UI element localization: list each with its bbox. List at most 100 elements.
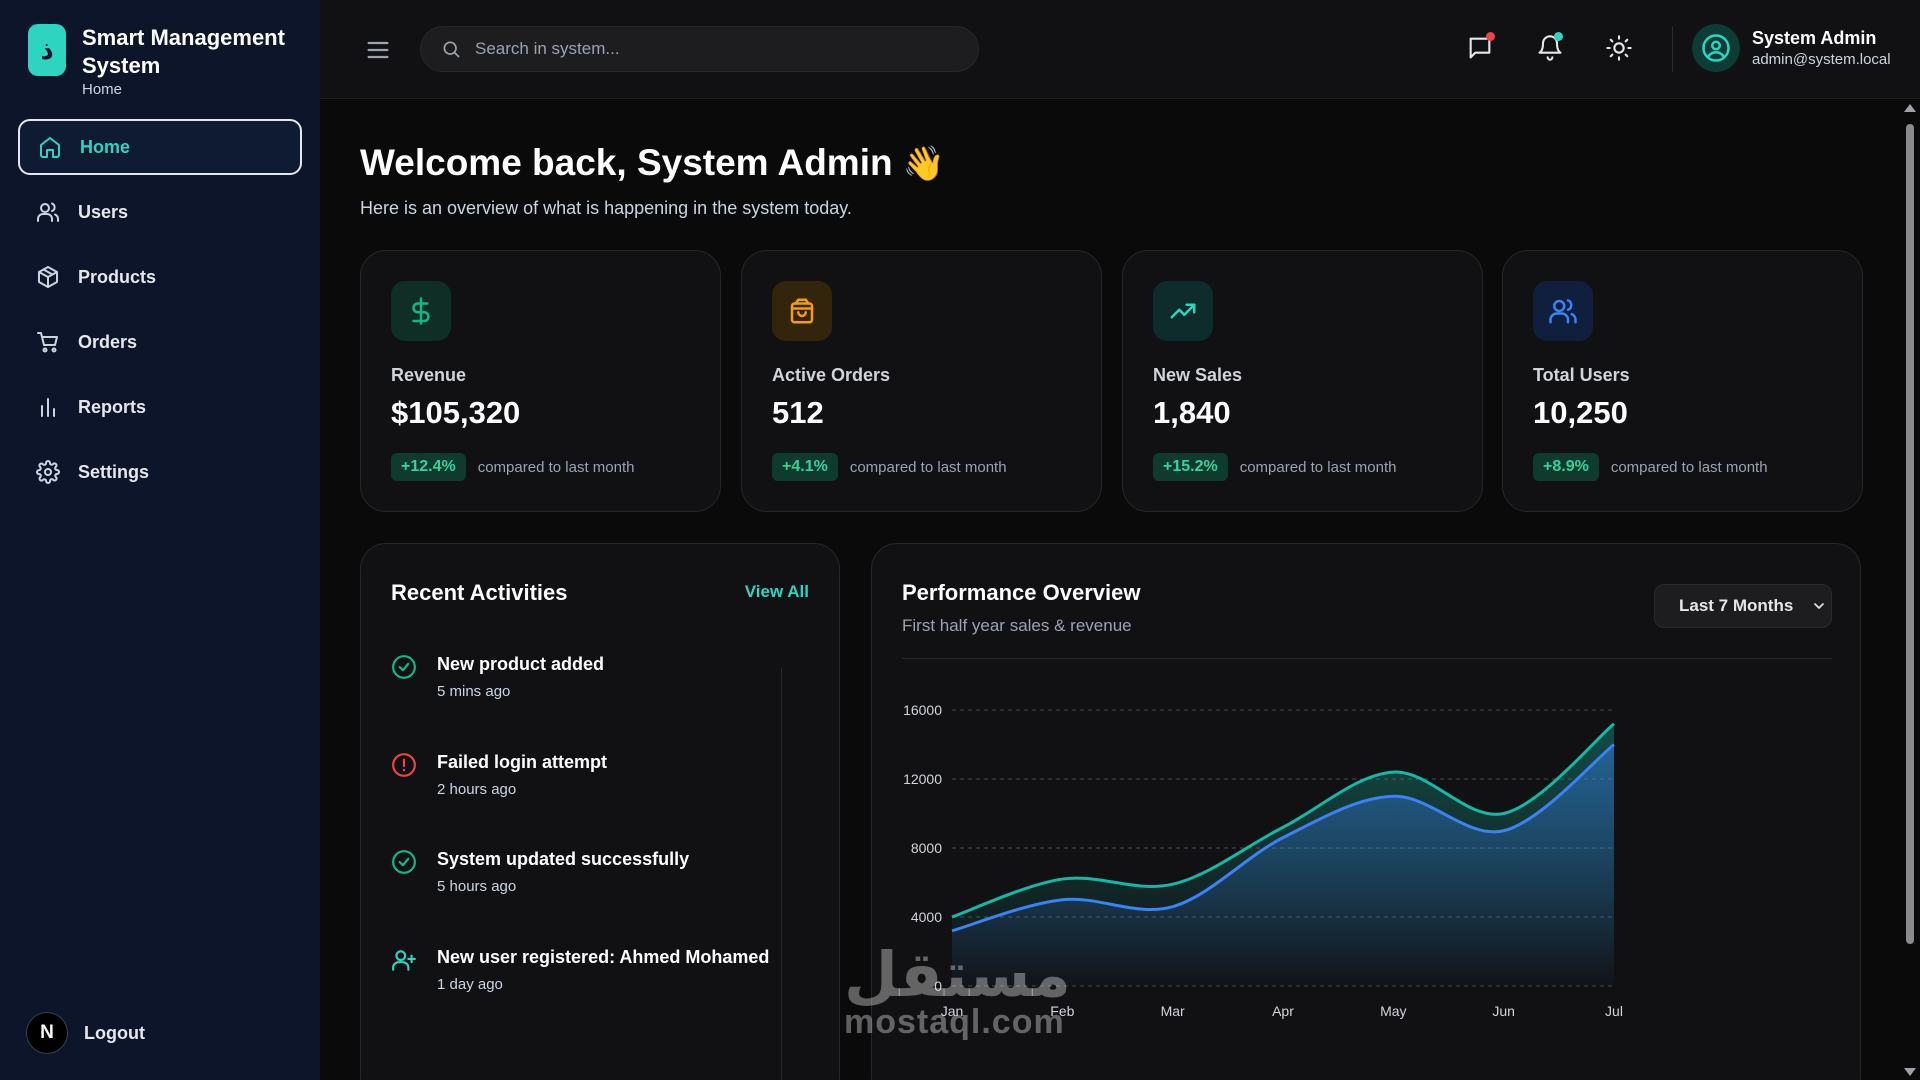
x-tick-label: Feb (1050, 1003, 1074, 1019)
range-select[interactable]: Last 7 Months (1654, 584, 1832, 628)
x-tick-label: Jun (1492, 1003, 1515, 1019)
user-circle-icon (1702, 34, 1730, 62)
activity-text: New product added (437, 654, 605, 674)
gear-icon (36, 460, 60, 484)
logout-label: Logout (84, 1022, 145, 1043)
list-item[interactable]: New product added 5 mins ago (391, 654, 604, 700)
unread-dot (1486, 32, 1495, 41)
stat-change-badge: +12.4% (391, 453, 466, 481)
stat-value: 512 (772, 395, 824, 430)
sidebar-item-home[interactable]: Home (18, 119, 302, 175)
stat-card-new-sales: New Sales 1,840 +15.2% compared to last m… (1122, 250, 1483, 512)
y-tick-label: 4000 (911, 909, 942, 925)
stat-card-active-orders: Active Orders 512 +4.1% compared to last … (741, 250, 1102, 512)
check-circle-icon (392, 655, 416, 679)
box-icon (38, 266, 58, 288)
scroll-down-arrow[interactable] (1904, 1068, 1916, 1076)
activity-text: New user registered: Ahmed Mohamed (437, 947, 770, 967)
dollar-icon (412, 297, 430, 325)
sidebar-item-label: Home (80, 136, 131, 157)
stat-label: Revenue (391, 365, 467, 385)
scrollbar-thumb[interactable] (1906, 124, 1914, 944)
watermark-arabic: مستقل (844, 938, 1071, 1011)
topbar: System Admin admin@system.local (320, 0, 1920, 99)
sun-icon[interactable] (1605, 34, 1633, 62)
user-name: System Admin (1752, 28, 1877, 48)
sidebar-item-users[interactable]: Users (18, 184, 302, 240)
performance-chart: 0 4000 8000 12000 16000 Jan Feb Mar Apr May Jun Jul (903, 702, 1623, 1019)
stat-icon-wrap (772, 281, 832, 341)
timeline-scroll-track (781, 668, 782, 1080)
wave-emoji: 👋 (902, 145, 945, 183)
chevron-down-icon (1814, 603, 1825, 609)
sidebar-item-label: Reports (78, 396, 147, 417)
stat-compare: compared to last month (1239, 458, 1397, 476)
y-tick-label: 12000 (903, 771, 942, 787)
stat-value: 10,250 (1533, 395, 1628, 430)
users-icon (37, 202, 59, 222)
x-tick-label: Jan (941, 1003, 964, 1019)
topbar-divider (1672, 26, 1673, 72)
sidebar-item-orders[interactable]: Orders (18, 314, 302, 370)
panel-title: Performance Overview (902, 580, 1141, 605)
search-input[interactable] (475, 39, 935, 59)
sidebar-item-label: Users (78, 201, 129, 222)
cart-icon (37, 332, 58, 353)
activity-text: System updated successfully (437, 849, 690, 869)
stat-compare: compared to last month (849, 458, 1007, 476)
home-icon (40, 137, 60, 158)
recent-activities-panel: Recent Activities View All New product a… (360, 543, 840, 1080)
stat-icon-wrap (1153, 281, 1213, 341)
scroll-up-arrow[interactable] (1904, 104, 1916, 112)
breadcrumb: Home (82, 81, 123, 98)
stat-icon-wrap (391, 281, 451, 341)
stat-icon-wrap (1533, 281, 1593, 341)
x-tick-label: May (1380, 1003, 1406, 1019)
bell-icon (1538, 35, 1562, 61)
stat-change-badge: +8.9% (1533, 453, 1599, 481)
stat-card-revenue: Revenue $105,320 +12.4% compared to last … (360, 250, 721, 512)
sidebar-item-products[interactable]: Products (18, 249, 302, 305)
list-item[interactable]: Failed login attempt 2 hours ago (391, 752, 607, 798)
user-email: admin@system.local (1752, 51, 1891, 68)
series-line (951, 722, 1615, 919)
panel-subtitle: First half year sales & revenue (902, 616, 1132, 635)
watermark-latin: mostaql.com (844, 1003, 1065, 1041)
stat-label: Active Orders (772, 365, 891, 385)
sidebar-item-settings[interactable]: Settings (18, 444, 302, 500)
sidebar-nav: Home Users Products Orders Reports Setti… (18, 119, 302, 509)
y-tick-label: 16000 (903, 702, 942, 718)
list-item[interactable]: System updated successfully 5 hours ago (391, 849, 689, 895)
sidebar-item-reports[interactable]: Reports (18, 379, 302, 435)
panel-title: Recent Activities (391, 580, 568, 605)
check-circle-icon (392, 850, 416, 874)
sidebar-item-label: Settings (78, 461, 150, 482)
stat-value: $105,320 (391, 395, 521, 430)
view-all-link[interactable]: View All (744, 582, 809, 601)
user-menu[interactable]: System Admin admin@system.local (1692, 24, 1891, 72)
messages-button[interactable] (1466, 32, 1495, 62)
sidebar: ذ Smart Management System Home Home User… (0, 0, 320, 1080)
menu-icon[interactable] (364, 36, 392, 64)
notifications-button[interactable] (1536, 32, 1564, 62)
stat-value: 1,840 (1153, 395, 1231, 430)
activity-time: 5 hours ago (437, 878, 517, 895)
y-tick-label: 8000 (911, 840, 942, 856)
y-tick-label: 0 (934, 978, 942, 994)
users-icon (1549, 299, 1577, 324)
range-select-value: Last 7 Months (1679, 596, 1794, 615)
trending-up-icon (1170, 303, 1196, 319)
stat-change-badge: +15.2% (1153, 453, 1228, 481)
page-scrollbar[interactable] (1900, 100, 1920, 1080)
sidebar-item-label: Products (78, 266, 157, 287)
watermark: مستقل mostaql.com (844, 938, 1071, 1042)
activity-time: 2 hours ago (437, 781, 517, 798)
welcome-text: Welcome back, System Admin (360, 142, 893, 183)
logout-button[interactable]: N Logout (26, 1012, 145, 1054)
page-subtitle: Here is an overview of what is happening… (360, 198, 852, 218)
list-item[interactable]: New user registered: Ahmed Mohamed 1 day … (391, 947, 769, 993)
panel-divider (902, 658, 1832, 659)
page-title: Welcome back, System Admin 👋 (360, 142, 945, 184)
activity-time: 1 day ago (437, 976, 503, 993)
stat-compare: compared to last month (477, 458, 635, 476)
